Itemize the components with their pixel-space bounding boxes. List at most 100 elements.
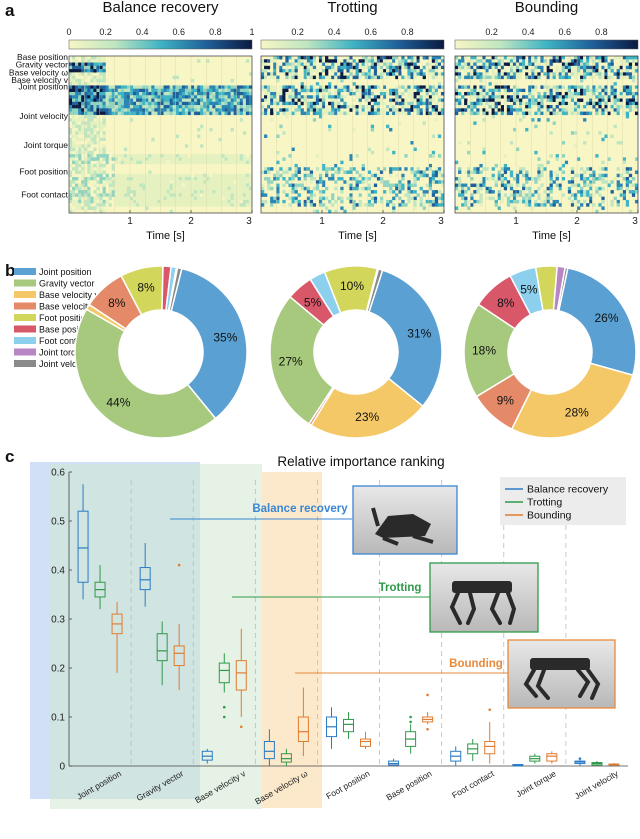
heatmap-cell (197, 183, 201, 188)
heatmap-cell (285, 95, 289, 99)
heatmap-cell (619, 111, 623, 116)
heatmap-cell (248, 85, 253, 89)
heatmap-cell (175, 95, 179, 99)
heatmap-cell (175, 199, 179, 204)
heatmap-cell (425, 85, 429, 89)
heatmap-cell (519, 118, 523, 122)
heatmap-cell (221, 160, 225, 165)
heatmap-cell (227, 154, 231, 158)
heatmap-cell (358, 203, 362, 207)
heatmap-cell (361, 59, 365, 63)
heatmap-cell (151, 196, 155, 201)
heatmap-cell (577, 173, 581, 178)
heatmap-cell (355, 170, 359, 174)
heatmap-cell (379, 72, 384, 76)
heatmap-cell (84, 163, 88, 168)
heatmap-cell (349, 85, 353, 89)
heatmap-cell (282, 98, 286, 102)
y-tick-label: 0.5 (51, 517, 65, 528)
heatmap-cell (404, 98, 408, 102)
heatmap-cell (528, 59, 532, 63)
legend-label: Foot contact (39, 336, 89, 346)
heatmap-cell (413, 196, 417, 201)
heatmap-cell (69, 193, 73, 197)
heatmap-cell (239, 88, 244, 93)
heatmap-cell (282, 62, 286, 67)
heatmap-cell (467, 173, 471, 178)
heatmap-cell (294, 163, 298, 168)
heatmap-cell (72, 134, 76, 138)
heatmap-cell (108, 193, 112, 197)
heatmap-cell (534, 85, 538, 89)
heatmap-cell (422, 203, 426, 207)
heatmap-cell (428, 154, 432, 158)
heatmap-cell (312, 203, 317, 207)
heatmap-cell (120, 101, 125, 106)
heatmap-cell (75, 121, 79, 125)
heatmap-cell (184, 111, 189, 116)
heatmap-cell (328, 108, 332, 112)
heatmap-cell (364, 95, 368, 99)
heatmap-cell (87, 160, 91, 165)
heatmap-cell (318, 59, 323, 63)
heatmap-cell (361, 163, 365, 168)
heatmap-cell (577, 199, 581, 204)
heatmap-cell (78, 127, 82, 132)
heatmap-cell (87, 190, 91, 194)
heatmap-cell (239, 180, 244, 184)
heatmap-cell (93, 111, 97, 116)
heatmap-cell (340, 88, 344, 93)
heatmap-cell (163, 108, 167, 112)
heatmap-cell (142, 91, 146, 96)
heatmap-cell (543, 69, 547, 73)
heatmap-cell (622, 65, 626, 70)
heatmap-cell (389, 186, 393, 191)
heatmap-cell (248, 183, 253, 188)
heatmap-cell (395, 91, 399, 96)
heatmap-cell (96, 180, 100, 184)
heatmap-cell (78, 137, 82, 142)
heatmap-cell (145, 154, 149, 158)
heatmap-cell (407, 108, 411, 112)
heatmap-cell (586, 98, 590, 102)
heatmap-cell (549, 56, 553, 60)
heatmap-cell (619, 193, 623, 197)
colorbar-tick-label: 0.4 (136, 27, 149, 37)
heatmap-cell (494, 88, 498, 93)
heatmap-cell (102, 144, 106, 148)
heatmap-cell (431, 91, 436, 96)
heatmap-cell (93, 56, 97, 60)
heatmap-cell (270, 203, 274, 207)
heatmap-cell (586, 91, 590, 96)
heatmap-cell (458, 177, 462, 181)
heatmap-cell (75, 190, 79, 194)
heatmap-cell (315, 82, 320, 86)
heatmap-cell (99, 163, 103, 168)
heatmap-cell (294, 72, 298, 76)
heatmap-cell (108, 196, 112, 201)
heatmap-cell (437, 180, 442, 184)
heatmap-cell (218, 183, 222, 188)
heatmap-cell (470, 111, 474, 116)
heatmap-cell (364, 59, 368, 63)
heatmap-cell (361, 91, 365, 96)
heatmap-cell (309, 108, 314, 112)
heatmap-cell (407, 111, 411, 116)
heatmap-cell (610, 98, 614, 102)
heatmap-cell (488, 69, 492, 73)
heatmap-cell (476, 183, 480, 188)
heatmap-cell (69, 108, 73, 112)
heatmap-cell (209, 88, 213, 93)
heatmap-cell (306, 72, 310, 76)
heatmap-cell (285, 193, 289, 197)
heatmap-cell (114, 193, 118, 197)
heatmap-cell (96, 150, 100, 155)
heatmap-cell (227, 173, 231, 178)
heatmap-cell (558, 167, 562, 171)
heatmap-cell (81, 108, 85, 112)
heatmap-cell (482, 108, 486, 112)
heatmap-cell (422, 88, 426, 93)
heatmap-cell (437, 190, 442, 194)
heatmap-cell (331, 69, 335, 73)
heatmap-cell (392, 56, 396, 60)
